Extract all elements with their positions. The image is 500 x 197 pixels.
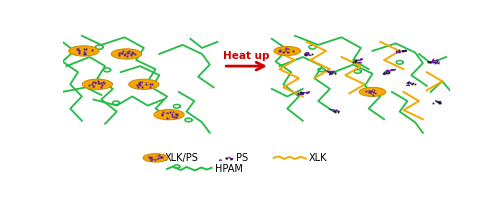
Text: XLK: XLK [309,153,328,163]
Ellipse shape [82,79,112,89]
Ellipse shape [128,79,159,89]
Ellipse shape [154,110,184,120]
Text: XLK/PS: XLK/PS [165,153,199,163]
Ellipse shape [274,46,300,56]
Ellipse shape [359,87,386,97]
Ellipse shape [68,46,99,56]
Text: PS: PS [236,153,248,163]
Ellipse shape [112,49,142,59]
Text: HPAM: HPAM [215,164,242,174]
Ellipse shape [143,154,168,162]
Text: Heat up: Heat up [224,51,270,61]
